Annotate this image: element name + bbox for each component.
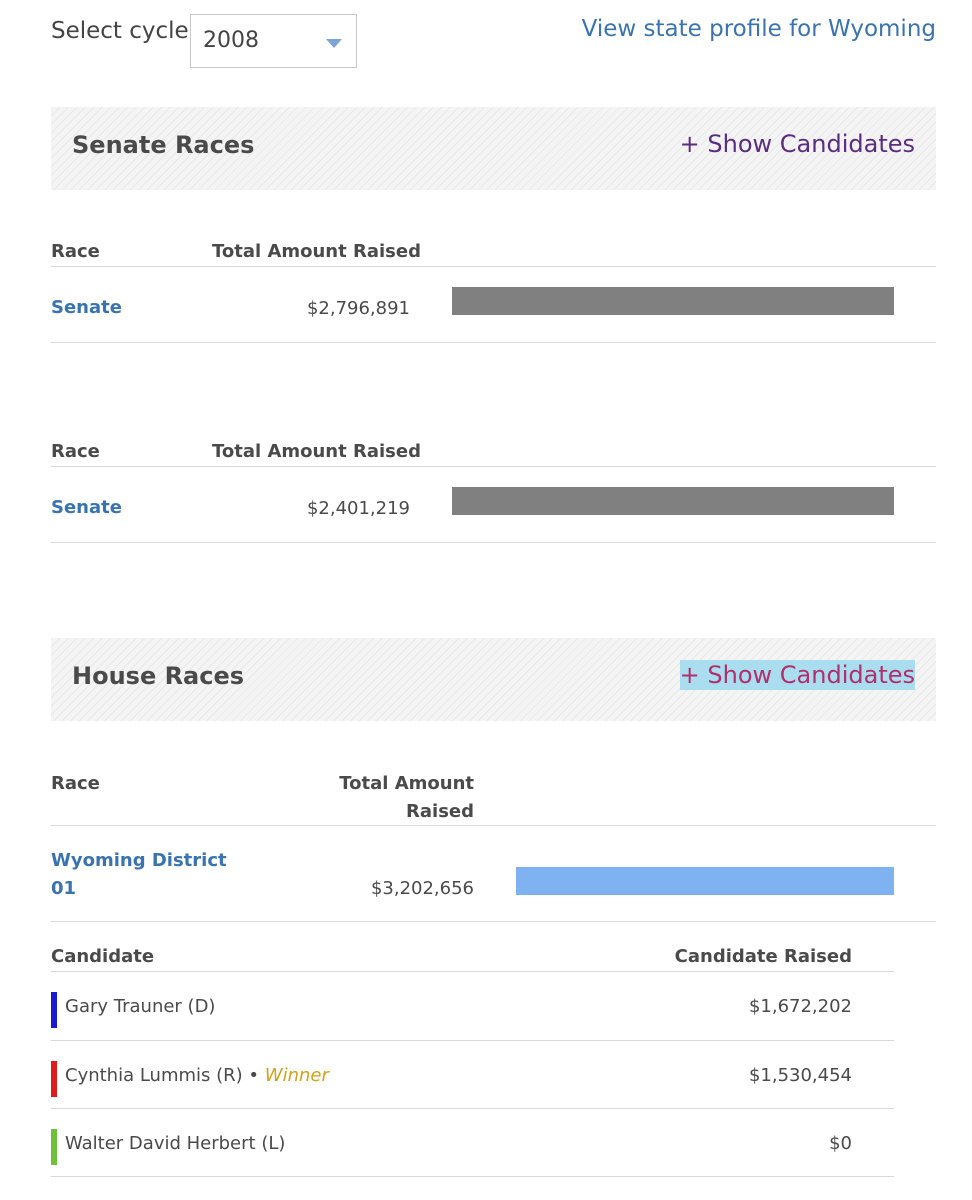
house-race-link[interactable]: Wyoming District bbox=[51, 850, 227, 871]
candidate-name: Cynthia Lummis (R) bbox=[65, 1065, 243, 1086]
senate-title: Senate Races bbox=[72, 131, 255, 159]
senate-section-header: Senate Races + Show Candidates bbox=[51, 107, 936, 190]
house-section-header: House Races + Show Candidates bbox=[51, 638, 936, 721]
house-title: House Races bbox=[72, 662, 245, 690]
candidate-row: Cynthia Lummis (R) • Winner bbox=[65, 1065, 329, 1086]
house-amount: $3,202,656 bbox=[370, 878, 474, 899]
senate-amount-bar bbox=[452, 287, 894, 315]
senate-race-link[interactable]: Senate bbox=[51, 497, 122, 518]
divider bbox=[51, 542, 936, 543]
senate-amount: $2,796,891 bbox=[306, 298, 410, 319]
senate-col-total: Total Amount Raised bbox=[212, 241, 421, 262]
winner-separator: • bbox=[242, 1065, 260, 1086]
divider bbox=[51, 342, 936, 343]
senate-col-race: Race bbox=[51, 441, 100, 462]
cycle-selected-value: 2008 bbox=[203, 28, 259, 53]
house-race-link-2[interactable]: 01 bbox=[51, 878, 77, 899]
candidate-raised: $0 bbox=[829, 1133, 852, 1154]
divider bbox=[51, 1040, 894, 1041]
house-amount-bar bbox=[516, 867, 894, 895]
house-col-race: Race bbox=[51, 773, 100, 794]
candidate-col-name: Candidate bbox=[51, 946, 155, 967]
divider bbox=[51, 466, 936, 467]
senate-amount-bar bbox=[452, 487, 894, 515]
house-col-total: Total Amount bbox=[339, 773, 474, 794]
chevron-down-icon bbox=[326, 39, 342, 48]
candidate-name: Gary Trauner (D) bbox=[65, 996, 216, 1017]
divider bbox=[51, 825, 936, 826]
candidate-name: Walter David Herbert (L) bbox=[65, 1133, 286, 1154]
cycle-select[interactable]: 2008 bbox=[190, 14, 357, 68]
divider bbox=[51, 1176, 894, 1177]
senate-col-race: Race bbox=[51, 241, 100, 262]
house-col-total-2: Raised bbox=[406, 801, 474, 822]
party-color-stripe bbox=[51, 1129, 57, 1165]
senate-amount: $2,401,219 bbox=[306, 498, 410, 519]
divider bbox=[51, 921, 936, 922]
party-color-stripe bbox=[51, 992, 57, 1028]
divider bbox=[51, 971, 894, 972]
candidate-raised: $1,672,202 bbox=[748, 996, 852, 1017]
candidate-raised: $1,530,454 bbox=[748, 1065, 852, 1086]
winner-label: Winner bbox=[264, 1065, 329, 1086]
divider bbox=[51, 1108, 894, 1109]
senate-col-total: Total Amount Raised bbox=[212, 441, 421, 462]
cycle-label: Select cycle: bbox=[51, 18, 197, 44]
house-show-candidates-button[interactable]: + Show Candidates bbox=[679, 660, 915, 690]
candidate-col-raised: Candidate Raised bbox=[674, 946, 852, 967]
senate-show-candidates-button[interactable]: + Show Candidates bbox=[679, 130, 915, 158]
divider bbox=[51, 266, 936, 267]
state-profile-link[interactable]: View state profile for Wyoming bbox=[581, 16, 936, 42]
party-color-stripe bbox=[51, 1061, 57, 1097]
senate-race-link[interactable]: Senate bbox=[51, 297, 122, 318]
